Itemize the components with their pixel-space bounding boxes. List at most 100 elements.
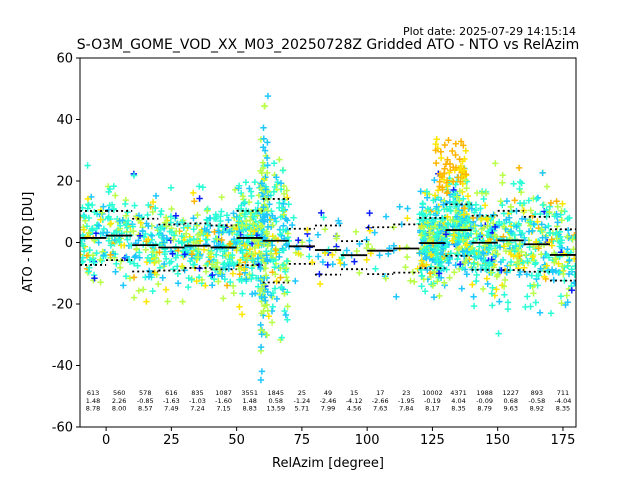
data-point xyxy=(446,274,453,281)
data-point xyxy=(113,260,120,267)
data-point xyxy=(260,204,267,211)
data-point xyxy=(457,138,465,145)
data-point xyxy=(86,256,94,263)
x-tick-label: 0 xyxy=(102,433,110,448)
data-point xyxy=(460,205,468,212)
data-point xyxy=(444,213,451,220)
data-point xyxy=(276,253,283,261)
data-point xyxy=(447,207,454,214)
data-point xyxy=(91,259,98,266)
data-point xyxy=(298,239,306,246)
data-point xyxy=(240,226,247,234)
bin-stat-label: 1988 xyxy=(476,389,493,397)
data-point xyxy=(239,193,247,200)
data-point xyxy=(80,254,86,261)
data-point xyxy=(184,222,192,230)
data-point xyxy=(193,222,201,229)
data-point xyxy=(459,264,466,271)
data-point xyxy=(178,232,185,240)
data-point xyxy=(254,200,262,207)
data-point xyxy=(80,226,88,233)
data-point xyxy=(181,251,188,258)
data-point xyxy=(434,187,442,194)
data-point xyxy=(518,189,525,196)
data-point xyxy=(136,232,144,239)
bin-stat-label: 7.24 xyxy=(190,405,204,413)
data-point xyxy=(283,274,290,281)
data-point xyxy=(407,277,414,284)
data-point xyxy=(500,223,507,230)
data-point xyxy=(235,219,242,226)
data-point xyxy=(262,186,269,193)
data-point xyxy=(475,248,482,255)
data-point xyxy=(515,164,523,172)
data-point xyxy=(243,276,250,283)
data-point xyxy=(246,271,253,278)
data-point xyxy=(441,165,448,172)
data-point xyxy=(258,310,265,317)
data-point xyxy=(271,285,279,292)
data-point xyxy=(321,226,329,233)
data-point xyxy=(218,272,226,280)
data-point xyxy=(554,219,561,226)
data-point xyxy=(557,211,564,218)
data-point xyxy=(158,207,165,215)
data-point xyxy=(455,174,462,181)
bin-stat-label: 1087 xyxy=(215,389,232,397)
bin-stat-label: 4.56 xyxy=(347,405,361,413)
data-point xyxy=(449,147,456,155)
y-tick-label: 20 xyxy=(56,175,73,190)
data-point xyxy=(264,139,271,146)
data-point xyxy=(130,172,138,179)
data-point xyxy=(321,249,329,257)
data-point xyxy=(558,237,565,244)
data-point xyxy=(257,167,264,174)
data-point xyxy=(283,187,290,194)
data-point xyxy=(366,227,374,234)
data-point xyxy=(472,201,480,208)
data-point xyxy=(547,199,555,207)
data-point xyxy=(257,265,264,273)
bin-stat-label: -0.85 xyxy=(137,397,154,405)
data-point xyxy=(199,184,206,191)
data-point xyxy=(251,178,259,186)
data-point xyxy=(272,271,279,278)
data-point xyxy=(236,214,243,221)
data-point xyxy=(510,180,517,187)
data-point xyxy=(226,240,234,247)
data-point xyxy=(112,192,119,199)
data-point xyxy=(555,260,562,267)
data-point xyxy=(511,248,518,255)
data-point xyxy=(226,228,233,235)
data-point xyxy=(376,252,383,259)
data-point xyxy=(169,250,176,257)
data-point xyxy=(363,244,370,252)
data-point xyxy=(145,222,152,230)
y-tick-label: 0 xyxy=(65,236,73,251)
data-point xyxy=(532,259,539,266)
data-point xyxy=(147,231,155,238)
data-point xyxy=(211,275,218,283)
data-point xyxy=(116,264,124,271)
data-point xyxy=(80,212,87,219)
data-point xyxy=(144,254,152,262)
data-point xyxy=(149,198,157,206)
data-point xyxy=(124,236,131,243)
data-point xyxy=(116,217,123,225)
data-point xyxy=(473,271,480,279)
data-point xyxy=(273,174,280,181)
data-point xyxy=(553,235,560,242)
data-point xyxy=(443,266,450,273)
data-point xyxy=(84,269,92,276)
data-point xyxy=(83,252,91,259)
data-point xyxy=(499,256,507,264)
data-point xyxy=(529,253,536,261)
data-point xyxy=(436,221,443,229)
data-point xyxy=(257,343,265,351)
data-point xyxy=(423,254,430,262)
data-point xyxy=(277,274,284,281)
data-point xyxy=(530,220,537,228)
data-point xyxy=(91,275,98,282)
data-point xyxy=(107,251,114,259)
data-point xyxy=(258,368,266,375)
